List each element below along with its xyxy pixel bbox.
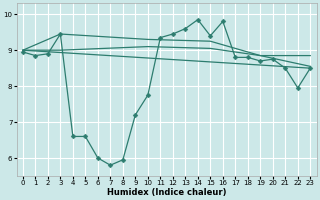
X-axis label: Humidex (Indice chaleur): Humidex (Indice chaleur) — [107, 188, 226, 197]
